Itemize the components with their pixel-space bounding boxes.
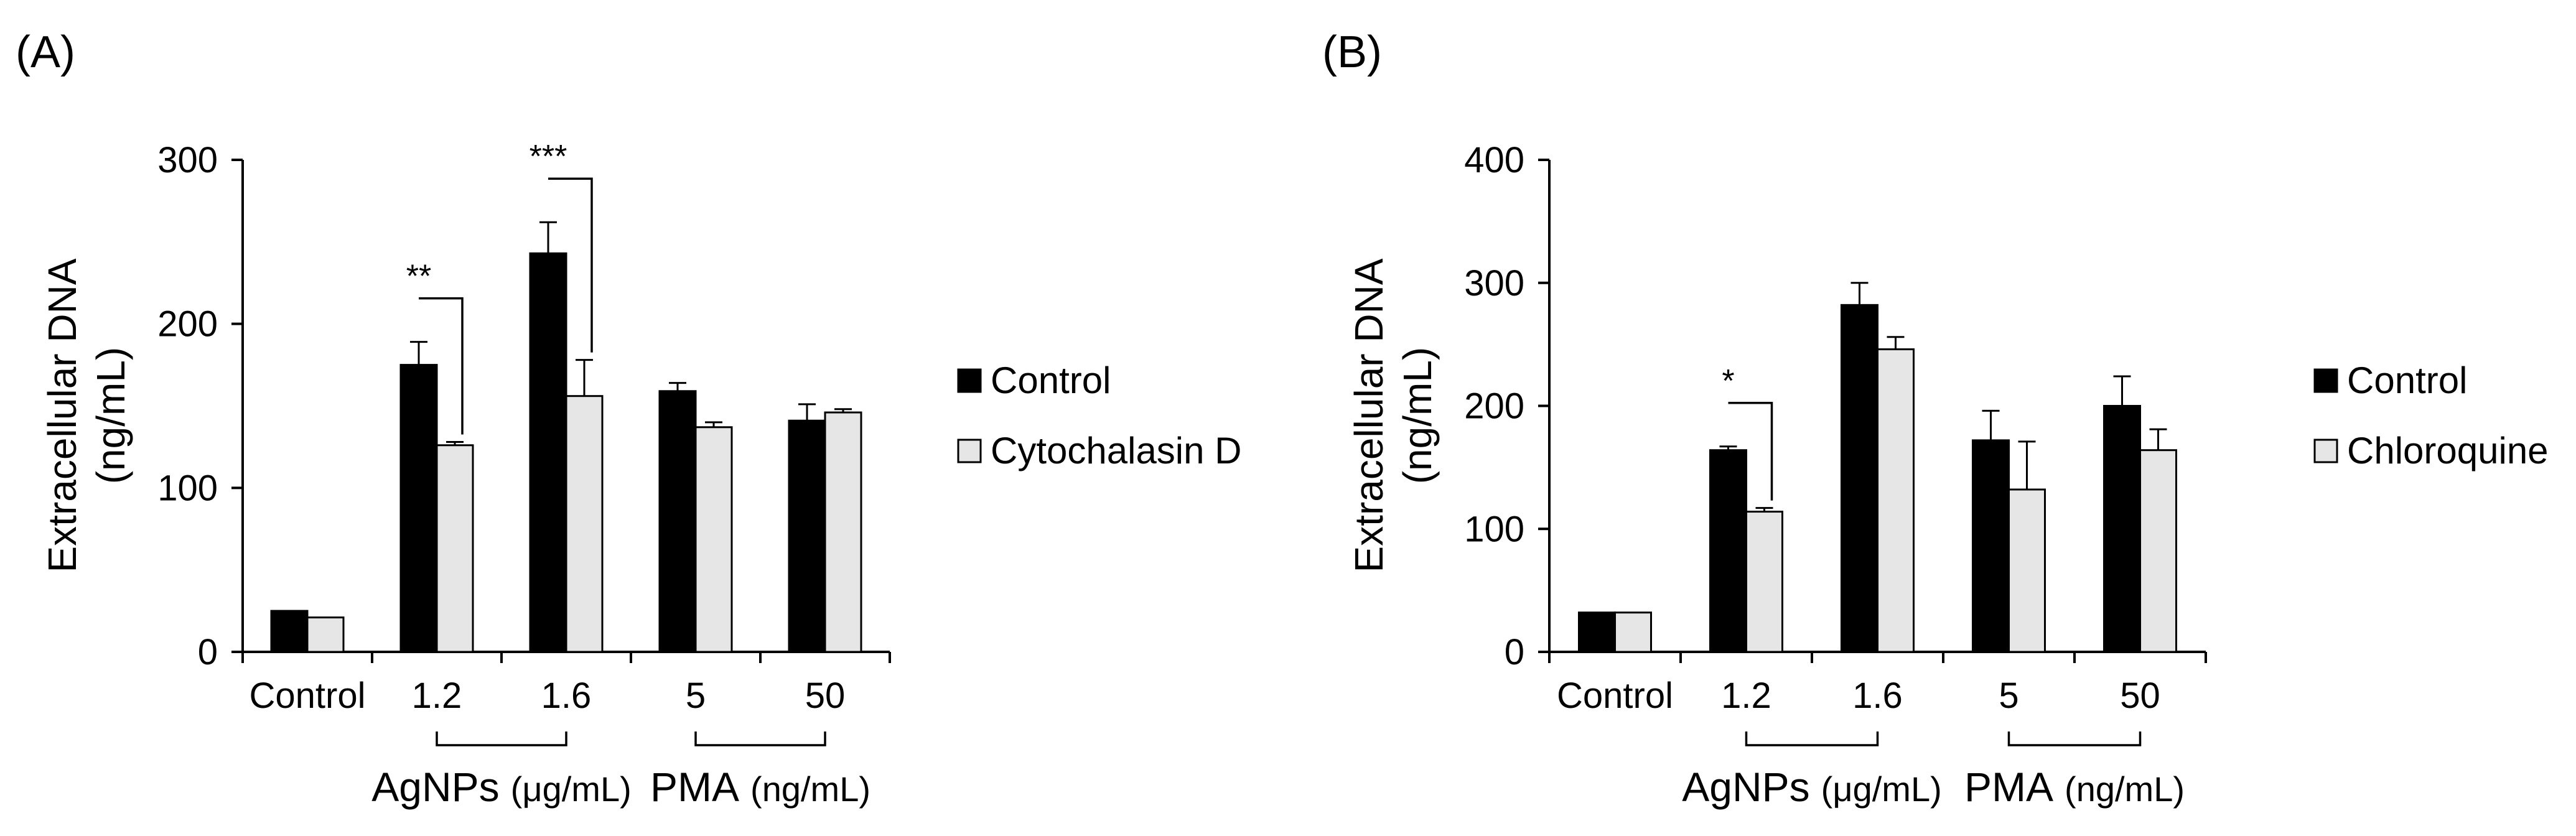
panel-label: (B) <box>1322 27 1382 77</box>
legend-label: Chloroquine <box>2347 430 2549 471</box>
y-axis-label: Extracellular DNA <box>40 258 85 572</box>
bar <box>788 419 826 653</box>
bar <box>824 411 862 653</box>
legend-swatch <box>957 439 982 463</box>
group-name: AgNPs <box>371 764 499 810</box>
bar <box>1877 348 1915 653</box>
bar <box>2008 488 2046 653</box>
panel-label: (A) <box>16 27 75 77</box>
y-axis-unit: (ng/mL) <box>88 347 133 485</box>
x-tick-label: 1.6 <box>541 676 592 716</box>
y-axis-unit: (ng/mL) <box>1395 347 1440 485</box>
bar <box>1578 611 1616 653</box>
significance-label: ** <box>406 259 431 295</box>
legend: Control Cytochalasin D <box>957 360 1242 471</box>
significance-label: * <box>1722 363 1734 399</box>
x-tick-label: 5 <box>686 676 706 716</box>
bar <box>565 395 604 653</box>
bar <box>1614 611 1652 653</box>
legend-label: Cytochalasin D <box>991 430 1242 471</box>
group-unit: (ng/mL) <box>750 769 870 809</box>
group-bracket <box>1745 732 1879 746</box>
group-bracket <box>694 732 826 746</box>
group-name: PMA <box>650 764 739 810</box>
group-name: PMA <box>1964 764 2053 810</box>
bar <box>1841 304 1878 653</box>
legend-swatch <box>2313 368 2338 393</box>
bar <box>270 610 309 653</box>
significance-label: *** <box>530 139 567 175</box>
legend-label: Control <box>991 360 1111 401</box>
x-tick-label: Control <box>250 676 366 716</box>
y-tick-label: 400 <box>1464 140 1524 180</box>
legend-swatch <box>2313 439 2338 463</box>
group-bracket <box>436 732 567 746</box>
x-tick-label: Control <box>1557 676 1673 716</box>
significance-bracket <box>548 177 593 353</box>
panel-b: (B) Extracellular DNA (ng/mL) 0 100 200 300… <box>1322 27 2549 810</box>
significance-bracket <box>419 297 464 435</box>
bar <box>1972 439 2010 653</box>
group-unit: (μg/mL) <box>1821 769 1942 809</box>
y-tick-label: 300 <box>1464 263 1524 304</box>
bar <box>694 426 733 653</box>
legend: Control Chloroquine <box>2313 360 2549 471</box>
group-label: PMA (ng/mL) <box>650 764 870 810</box>
group-label: AgNPs (μg/mL) <box>1682 764 1941 810</box>
y-tick-label: 200 <box>1464 386 1524 427</box>
plot-area: 0 100 200 300 400 Control 1.2 1.6 5 50 AgNPs (μg/mL… <box>1464 140 2207 810</box>
bar <box>658 390 697 653</box>
y-tick-label: 0 <box>198 632 218 672</box>
bar <box>1745 511 1783 653</box>
x-tick-label: 50 <box>805 676 846 716</box>
y-tick-label: 100 <box>1464 509 1524 549</box>
group-label: PMA (ng/mL) <box>1964 764 2185 810</box>
bar <box>2103 405 2141 653</box>
group-name: AgNPs <box>1682 764 1809 810</box>
legend-swatch <box>957 368 982 393</box>
y-tick-label: 300 <box>157 140 218 180</box>
bar <box>529 252 567 653</box>
group-unit: (ng/mL) <box>2065 769 2185 809</box>
x-tick-label: 1.2 <box>1721 676 1771 716</box>
group-bracket <box>2007 732 2142 746</box>
legend-label: Control <box>2347 360 2467 401</box>
bar <box>399 364 438 653</box>
panel-a: (A) Extracellular DNA (ng/mL) 0 100 200 300… <box>16 27 1242 810</box>
x-tick-label: 1.2 <box>412 676 462 716</box>
y-axis-label: Extracellular DNA <box>1346 258 1391 572</box>
y-tick-label: 100 <box>157 468 218 508</box>
x-tick-label: 5 <box>1999 676 2018 716</box>
x-tick-label: 1.6 <box>1852 676 1903 716</box>
group-label: AgNPs (μg/mL) <box>371 764 631 810</box>
bar <box>1709 449 1747 653</box>
group-unit: (μg/mL) <box>511 769 632 809</box>
bar <box>436 444 474 653</box>
bar <box>306 616 345 653</box>
bar <box>2139 449 2177 653</box>
y-tick-label: 200 <box>157 304 218 345</box>
significance-bracket <box>1728 402 1773 501</box>
plot-area: 0 100 200 300 Control 1.2 1.6 5 50 AgNPs (μg/mL) PM… <box>157 139 891 810</box>
y-tick-label: 0 <box>1505 632 1524 672</box>
x-tick-label: 50 <box>2120 676 2160 716</box>
